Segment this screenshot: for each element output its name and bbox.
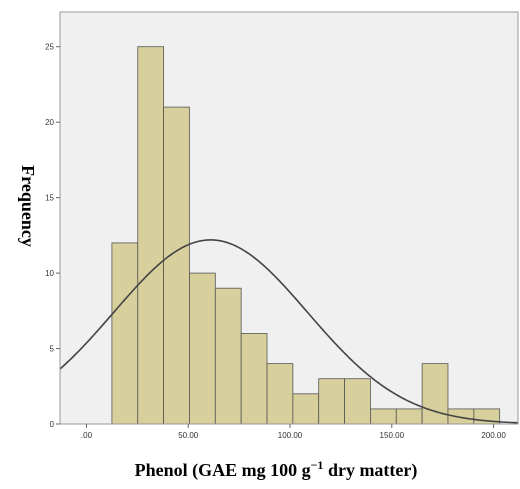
histogram-bar	[189, 272, 216, 425]
histogram-bar	[370, 408, 397, 425]
histogram-bar	[395, 408, 423, 425]
y-tick-label: 0	[50, 420, 55, 429]
x-axis: .00 50.00 100.00 150.00 200.00	[81, 424, 506, 440]
y-tick-label: 5	[50, 345, 55, 354]
histogram-bar	[421, 363, 449, 425]
histogram-bar	[137, 46, 165, 425]
x-axis-title-main: Phenol (GAE mg 100 g	[135, 460, 311, 481]
histogram-bars	[111, 46, 501, 425]
y-axis-title: Frequency	[18, 165, 38, 247]
plot-frame	[59, 11, 519, 425]
histogram-bar	[111, 242, 139, 425]
x-tick-label: 100.00	[278, 431, 303, 440]
x-tick-label: .00	[81, 431, 93, 440]
histogram-bar	[344, 378, 371, 425]
y-tick-label: 15	[45, 194, 54, 203]
histogram-bar	[163, 106, 190, 425]
histogram-bar	[266, 363, 294, 425]
y-axis: 0 5 10 15 20 25	[45, 43, 60, 429]
x-axis-title: Phenol (GAE mg 100 g−1 dry matter)	[135, 458, 418, 481]
histogram-bar	[214, 287, 242, 425]
y-tick-label: 10	[45, 269, 54, 278]
histogram-bar	[318, 378, 345, 425]
x-tick-label: 200.00	[481, 431, 506, 440]
y-tick-label: 20	[45, 118, 54, 127]
y-tick-label: 25	[45, 43, 54, 52]
x-axis-title-superscript: −1	[311, 458, 324, 472]
x-axis-title-suffix: dry matter)	[323, 460, 417, 481]
x-tick-label: 150.00	[380, 431, 405, 440]
normal-curve	[59, 239, 519, 424]
histogram-bar	[292, 393, 320, 425]
histogram-bar	[240, 333, 268, 425]
x-tick-label: 50.00	[178, 431, 199, 440]
